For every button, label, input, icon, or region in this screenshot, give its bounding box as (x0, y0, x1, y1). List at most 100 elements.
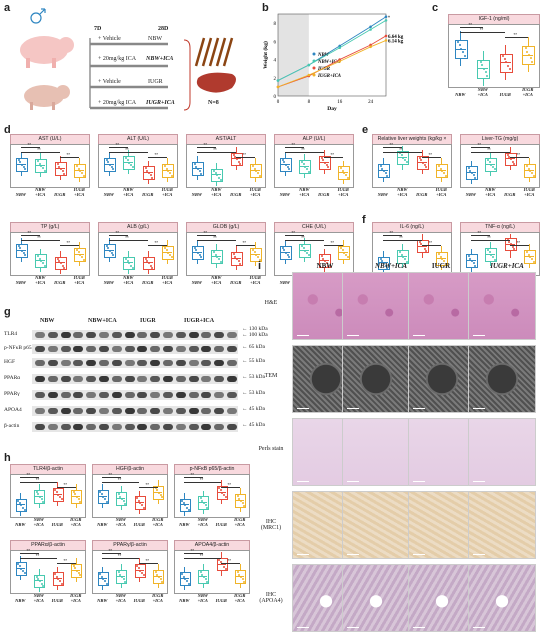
significance-mark: ** (516, 152, 521, 157)
significance-bar (20, 553, 39, 554)
x-group-label: IUGR (54, 280, 66, 286)
x-group-label: IUGR +ICA (152, 593, 164, 604)
data-point (43, 169, 46, 172)
significance-mark: ** (213, 147, 217, 152)
median-line (522, 54, 534, 56)
data-point (241, 502, 244, 505)
data-point (320, 255, 323, 258)
boxplot-area: ** ** ** (460, 230, 540, 276)
histology-row-label: Perls stain (258, 446, 284, 452)
data-point (104, 498, 107, 501)
significance-bar (460, 32, 506, 33)
x-group-label: IUGR (54, 192, 66, 198)
x-group-label: NBW +ICA (33, 517, 44, 528)
wb-col-iugr: IUGR (140, 318, 156, 324)
significance-bar (108, 235, 129, 236)
data-point (77, 572, 80, 575)
significance-bar (284, 147, 305, 148)
scale-bar (473, 407, 485, 409)
micrograph-ihc-mrc1--2 (408, 491, 476, 559)
median-line (465, 260, 476, 262)
data-point (219, 260, 222, 263)
data-point (38, 580, 41, 583)
blot-band (35, 360, 45, 366)
median-line (142, 172, 153, 174)
x-group-label: NBW (455, 92, 466, 98)
data-point (99, 573, 102, 576)
data-point (57, 578, 60, 581)
data-point (17, 499, 20, 502)
significance-mark: ** (108, 548, 113, 553)
data-point (40, 164, 43, 167)
x-group-label: NBW (191, 192, 202, 198)
blot-band (175, 424, 186, 430)
data-point (22, 166, 25, 169)
data-point (130, 163, 133, 166)
blot-row-label: PPARγ (4, 391, 20, 397)
data-point (40, 582, 43, 585)
data-point (144, 257, 147, 260)
legend-marker (312, 66, 316, 70)
panel-label-c: c (432, 2, 439, 14)
median-line (71, 496, 81, 497)
y-tick-label: 0 (274, 95, 277, 100)
blot-band (150, 332, 161, 338)
significance-mark: ** (428, 152, 433, 157)
x-group-label: NBW +ICA (299, 187, 310, 198)
scale-bar (413, 626, 425, 628)
data-point (102, 578, 105, 581)
significance-bar (221, 487, 240, 488)
legend-label: IUGR+ICA (317, 74, 341, 79)
data-point (322, 159, 325, 162)
alb-boxplot: ALB (g/L) ** ** ** NBW NBW +ICA IUGR IUGR +ICA (98, 222, 178, 286)
data-point (206, 506, 209, 509)
data-point (120, 576, 123, 579)
blot-band (111, 346, 122, 352)
median-line (211, 256, 222, 258)
blot-band (150, 408, 161, 414)
median-line (436, 258, 447, 260)
x-group-label: NBW +ICA (123, 275, 134, 286)
median-line (230, 158, 241, 160)
data-point (384, 264, 387, 267)
significance-mark: ** (477, 230, 482, 235)
boxplot-area: ** ** ** (186, 230, 266, 276)
data-point (509, 158, 512, 161)
data-point (81, 256, 84, 259)
x-group-label: NBW +ICA (485, 187, 496, 198)
data-point (105, 582, 108, 585)
significance-bar (421, 157, 442, 158)
blot-band (99, 346, 109, 352)
data-point (381, 259, 384, 262)
significance-bar (196, 152, 236, 153)
data-point (532, 260, 535, 263)
data-point (182, 501, 185, 504)
data-point (17, 244, 20, 247)
data-point (513, 248, 516, 251)
alt-boxplot: ALT (U/L) ** ** ** NBW NBW +ICA IUGR IUGR +ICA (98, 134, 178, 198)
significance-mark: ** (487, 147, 491, 152)
data-point (56, 163, 59, 166)
data-point (237, 260, 240, 263)
blot-band (35, 392, 45, 398)
significance-mark: ** (37, 147, 41, 152)
glob-boxplot: GLOB (g/L) ** ** ** NBW NBW +ICA IUGR IUGR +ICA (186, 222, 266, 286)
x-group-label: IUGR (133, 522, 145, 528)
data-point (302, 247, 305, 250)
median-line (377, 170, 388, 172)
data-point (130, 264, 133, 267)
significance-bar (20, 240, 60, 241)
x-group-label: IUGR +ICA (73, 275, 85, 286)
data-point (37, 577, 40, 580)
data-point (443, 260, 446, 263)
data-point (213, 251, 216, 254)
x-group-label: IUGR +ICA (337, 187, 349, 198)
x-group-label: NBW (15, 192, 26, 198)
significance-bar (184, 477, 203, 478)
blot-strip (32, 422, 238, 432)
blot-band (35, 346, 45, 352)
ast-alt-boxplot: AST/ALT ** ** ** NBW NBW +ICA IUGR IUGR +ICA (186, 134, 266, 198)
data-point (77, 251, 80, 254)
median-line (74, 170, 85, 172)
data-point (307, 254, 310, 257)
